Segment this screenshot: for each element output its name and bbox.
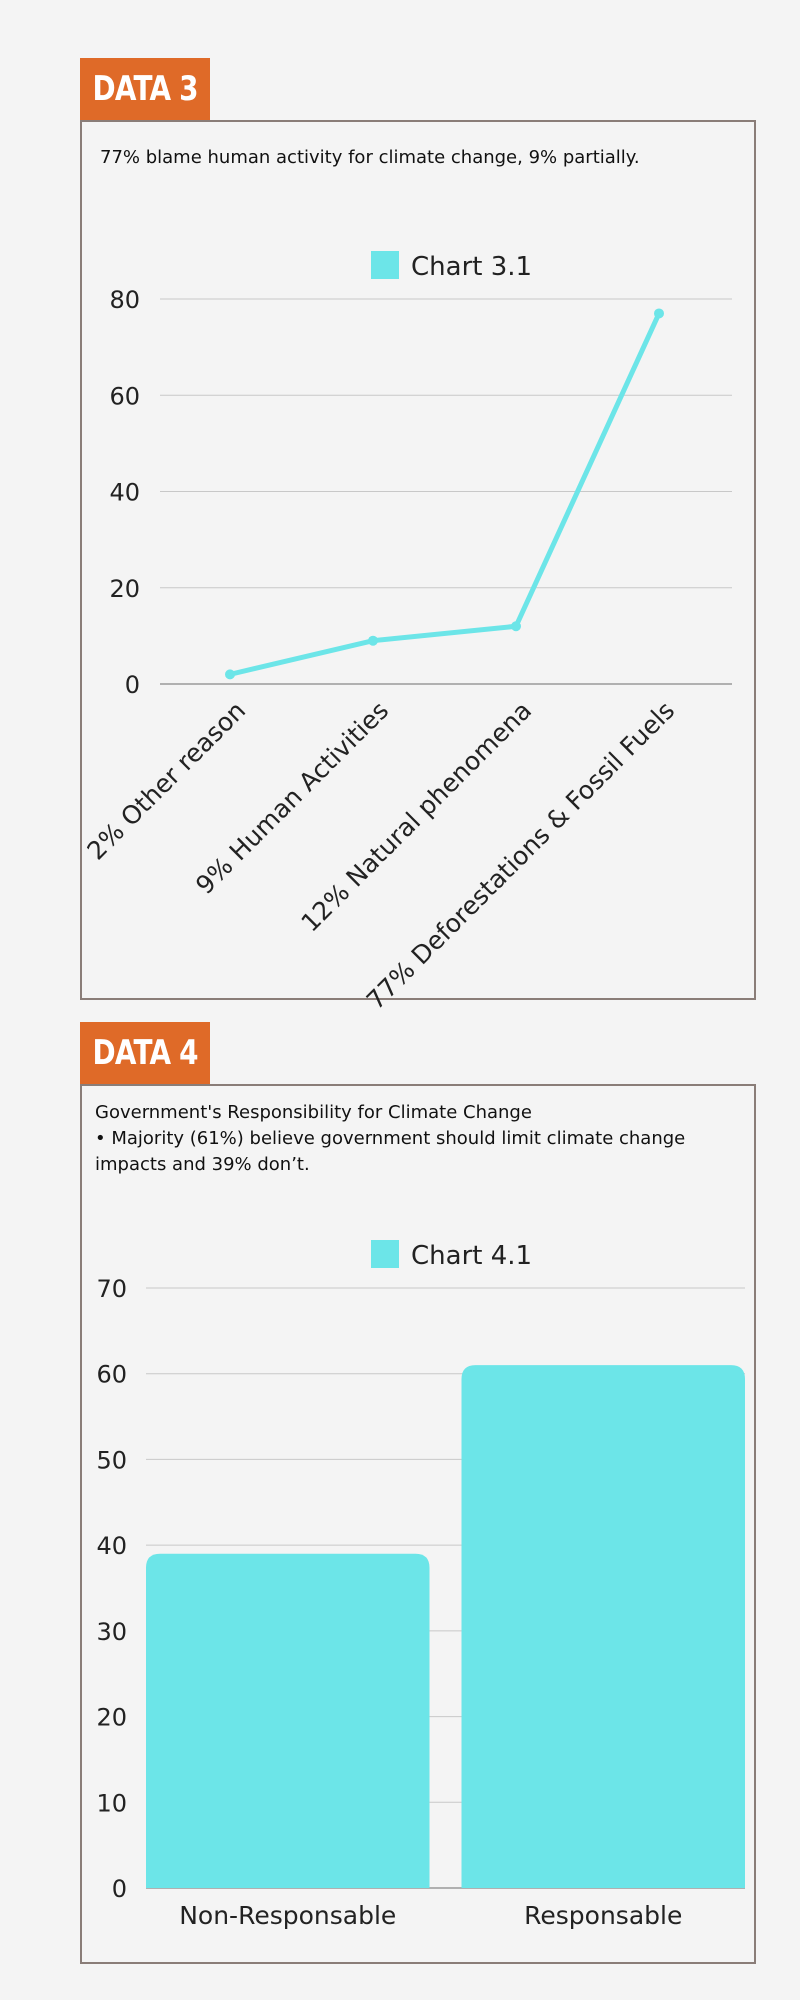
y-tick-label: 40 bbox=[96, 1532, 127, 1560]
y-tick-label: 50 bbox=[96, 1446, 127, 1474]
y-tick-label: 70 bbox=[96, 1275, 127, 1303]
y-tick-label: 20 bbox=[109, 575, 140, 603]
y-tick-label: 80 bbox=[109, 286, 140, 314]
series-line bbox=[229, 312, 662, 677]
x-category-label: Non-Responsable bbox=[179, 1901, 396, 1930]
bar bbox=[461, 1365, 745, 1888]
legend-label: Chart 3.1 bbox=[411, 252, 532, 282]
bar bbox=[146, 1553, 430, 1888]
y-tick-label: 0 bbox=[125, 671, 140, 699]
y-tick-label: 30 bbox=[96, 1618, 127, 1646]
data-3-description: 77% blame human activity for climate cha… bbox=[100, 147, 640, 168]
data-4-description: Government's Responsibility for Climate … bbox=[95, 1102, 686, 1175]
data-point bbox=[225, 669, 235, 680]
data-point bbox=[654, 308, 664, 319]
legend-swatch bbox=[371, 251, 399, 279]
legend-swatch bbox=[371, 1240, 399, 1268]
section-tag-data-4: DATA 4 bbox=[80, 1022, 210, 1084]
legend-label: Chart 4.1 bbox=[411, 1241, 532, 1271]
y-tick-label: 40 bbox=[109, 479, 140, 507]
y-tick-label: 0 bbox=[112, 1875, 127, 1903]
data-point bbox=[368, 635, 378, 646]
x-category-label: Responsable bbox=[524, 1901, 682, 1930]
data-3-card bbox=[80, 120, 756, 1000]
y-tick-label: 60 bbox=[109, 382, 140, 410]
y-tick-label: 10 bbox=[96, 1789, 127, 1817]
data-point bbox=[511, 621, 521, 632]
section-tag-data-3: DATA 3 bbox=[80, 58, 210, 120]
y-tick-label: 60 bbox=[96, 1361, 127, 1389]
y-tick-label: 20 bbox=[96, 1704, 127, 1732]
